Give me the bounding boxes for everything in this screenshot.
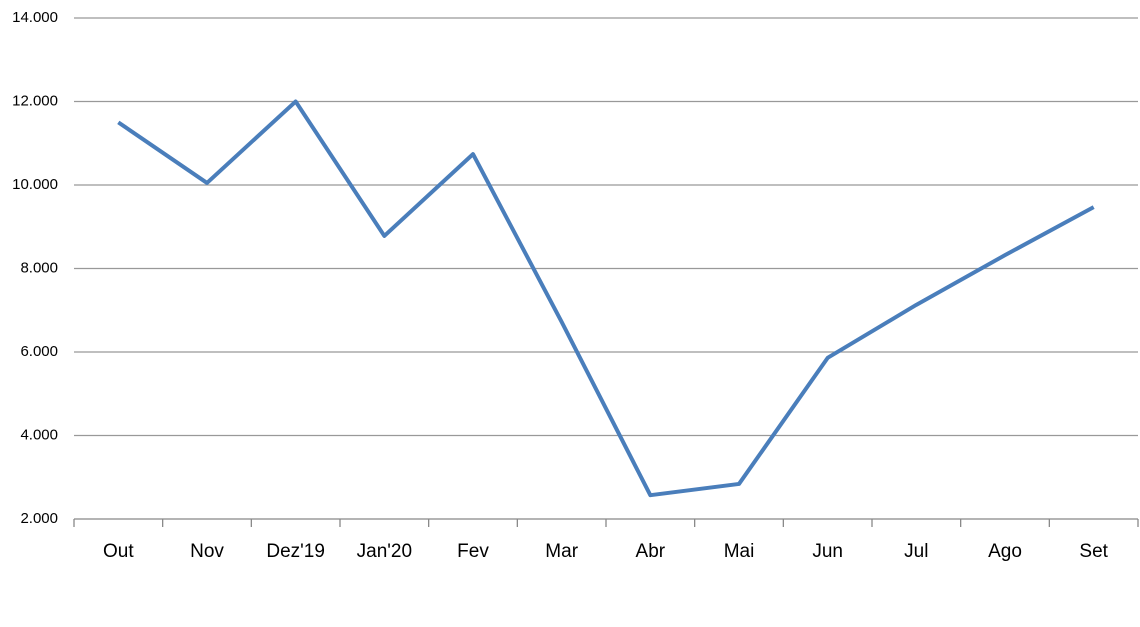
y-tick-label: 6.000 [20,343,58,360]
y-tick-label: 12.000 [12,92,58,109]
x-tick-label: Out [103,541,134,562]
line-series [117,99,1095,498]
y-tick-label: 8.000 [20,259,58,276]
y-tick-label: 4.000 [20,426,58,443]
y-tick-label: 2.000 [20,510,58,527]
x-tick-label: Dez'19 [266,541,325,562]
x-tick-label: Ago [988,541,1022,562]
x-tick-label: Mai [724,541,755,562]
x-tick-label: Mar [545,541,578,562]
y-tick-label: 14.000 [12,9,58,26]
x-tick-label: Nov [190,541,224,562]
y-tick-label: 10.000 [12,176,58,193]
x-tick-label: Jul [904,541,928,562]
x-tick-label: Set [1079,541,1108,562]
x-tick-label: Abr [636,541,666,562]
x-tick-label: Jun [812,541,843,562]
x-tick-label: Fev [457,541,489,562]
x-tick-label: Jan'20 [357,541,412,562]
